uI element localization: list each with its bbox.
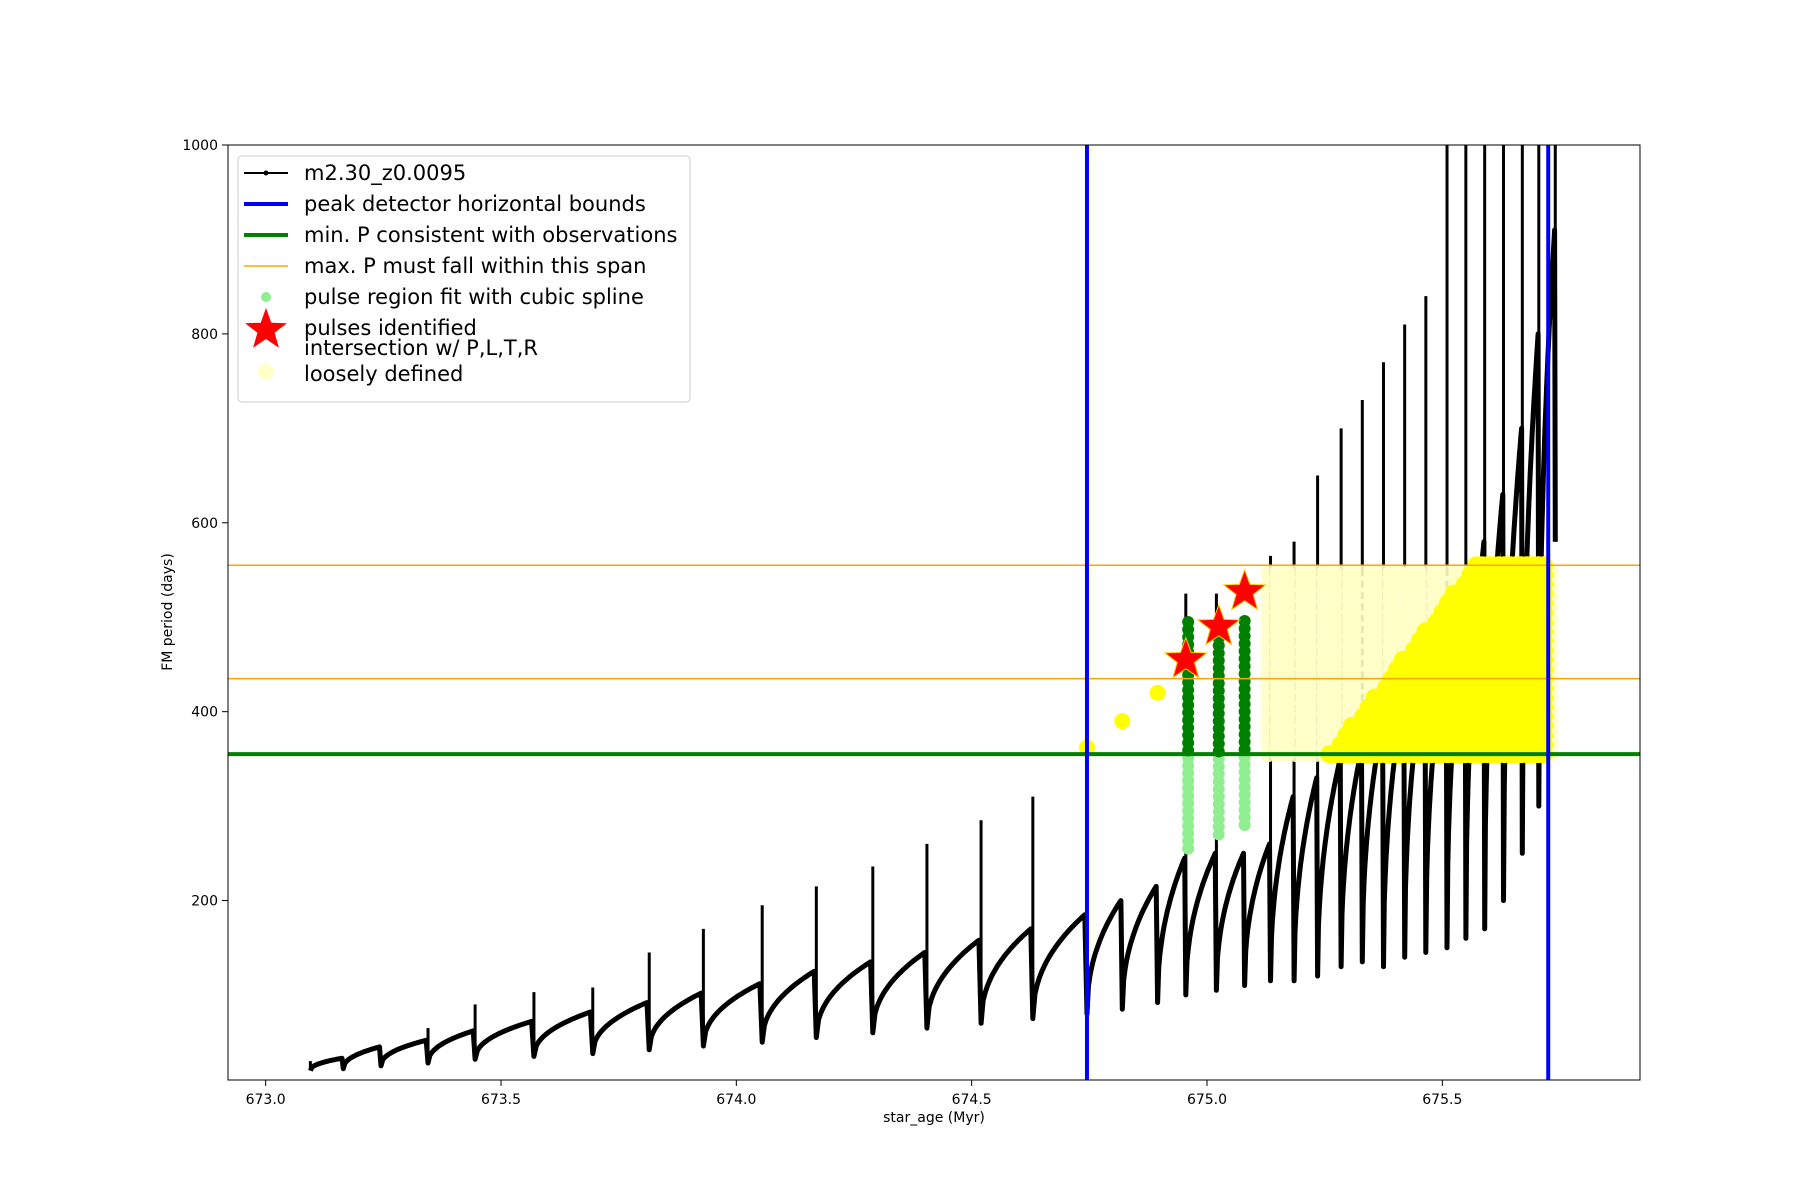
spline-fit-point	[1238, 615, 1251, 627]
x-axis: 673.0 673.5 674.0 674.5 675.0 675.5	[246, 1080, 1462, 1108]
pulse-star	[1196, 603, 1242, 646]
legend-label: intersection w/ P,L,T,R	[304, 336, 538, 360]
x-tick-label: 673.5	[481, 1092, 521, 1108]
y-tick-label: 600	[191, 516, 218, 532]
legend-label: peak detector horizontal bounds	[304, 192, 646, 216]
legend-marker	[261, 292, 271, 302]
plot-area	[228, 145, 1640, 1080]
x-tick-label: 673.0	[246, 1092, 286, 1108]
legend-label: max. P must fall within this span	[304, 254, 646, 278]
spline-fit-point	[1182, 615, 1195, 628]
x-tick-label: 675.0	[1187, 1092, 1227, 1108]
pulse-star	[1163, 636, 1209, 679]
intersection-point	[1149, 684, 1166, 701]
legend-label: loosely defined	[304, 362, 463, 386]
y-axis: 200 400 600 800 1000	[182, 138, 228, 910]
legend-label: pulse region fit with cubic spline	[304, 285, 644, 309]
y-tick-label: 800	[191, 327, 218, 343]
x-tick-label: 675.5	[1422, 1092, 1462, 1108]
track-line	[308, 227, 1558, 1072]
legend-label: min. P consistent with observations	[304, 223, 677, 247]
y-tick-label: 1000	[182, 138, 218, 154]
legend-marker	[258, 364, 274, 380]
x-tick-label: 674.0	[716, 1092, 756, 1108]
legend-label: pulses identified	[304, 316, 477, 340]
legend-label: m2.30_z0.0095	[304, 161, 466, 186]
plot-frame	[227, 144, 1641, 1081]
intersection-point	[1114, 713, 1131, 730]
y-tick-label: 200	[191, 894, 218, 910]
y-axis-label: FM period (days)	[160, 553, 176, 671]
legend-box	[237, 155, 691, 403]
pulse-star	[1222, 568, 1268, 611]
x-axis-label: star_age (Myr)	[883, 1110, 985, 1126]
legend-marker	[263, 170, 269, 176]
legend-marker	[245, 308, 287, 348]
x-tick-label: 674.5	[952, 1092, 992, 1108]
y-tick-label: 400	[191, 705, 218, 721]
